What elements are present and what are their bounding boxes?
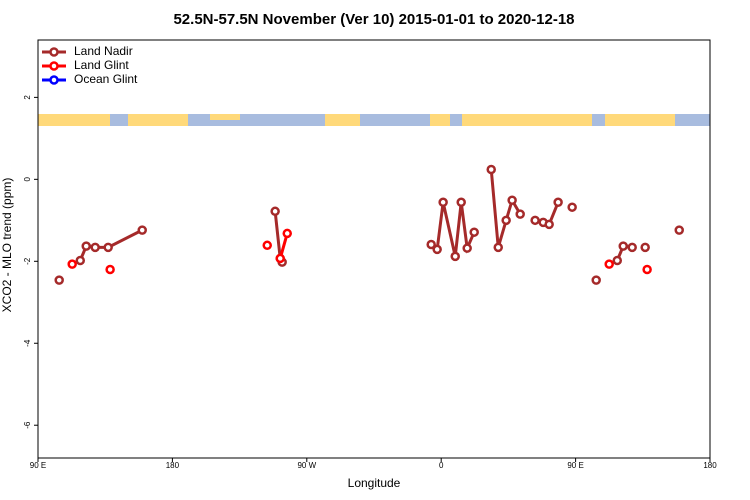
data-point — [275, 253, 285, 264]
data-point — [627, 242, 637, 253]
data-point — [67, 259, 77, 269]
data-point — [103, 242, 113, 253]
data-point — [262, 240, 272, 251]
data-point — [530, 215, 540, 226]
data-point — [462, 243, 472, 253]
data-point — [105, 264, 115, 275]
x-tick-label: 90 W — [297, 461, 316, 470]
data-point — [456, 197, 466, 208]
legend-label: Land Glint — [74, 58, 129, 72]
data-point — [270, 206, 280, 217]
chart-title: 52.5N-57.5N November (Ver 10) 2015-01-01… — [173, 11, 574, 28]
data-point — [591, 275, 601, 285]
map-strip — [38, 114, 710, 126]
plot-frame — [37, 39, 711, 459]
legend-label: Ocean Glint — [74, 72, 138, 86]
y-tick-label: -2 — [23, 257, 32, 265]
legend-marker — [49, 47, 59, 57]
data-point — [432, 244, 442, 255]
data-point — [604, 259, 614, 269]
data-point — [282, 228, 292, 239]
y-tick-label: -4 — [23, 339, 32, 347]
data-point — [640, 242, 650, 253]
y-tick-label: -6 — [23, 421, 32, 429]
y-axis-label: XCO2 - MLO trend (ppm) — [0, 178, 14, 313]
data-point — [515, 209, 525, 219]
data-point — [674, 225, 684, 235]
legend-marker — [49, 61, 59, 71]
data-point — [618, 241, 628, 251]
data-point — [54, 275, 64, 285]
legend-label: Land Nadir — [74, 44, 133, 58]
data-point — [553, 197, 563, 208]
data-point — [501, 215, 511, 226]
y-tick-label: 2 — [23, 95, 32, 100]
data-point — [612, 255, 623, 266]
data-point — [137, 225, 147, 235]
x-axis-label: Longitude — [348, 476, 401, 490]
data-point — [469, 227, 479, 237]
data-point — [544, 219, 554, 230]
data-point — [426, 239, 436, 250]
legend-marker — [49, 75, 59, 85]
data-point — [507, 195, 517, 205]
data-point — [75, 255, 86, 266]
x-tick-label: 180 — [166, 461, 180, 470]
data-point — [90, 242, 100, 253]
x-tick-label: 0 — [439, 461, 444, 470]
data-point — [438, 197, 448, 208]
data-point — [486, 164, 496, 175]
data-point — [493, 242, 503, 253]
data-point — [642, 264, 652, 275]
data-point — [567, 202, 577, 212]
data-point — [81, 241, 91, 251]
data-point — [450, 251, 460, 262]
x-tick-label: 180 — [703, 461, 717, 470]
x-tick-label: 90 E — [30, 461, 46, 470]
x-tick-label: 90 E — [567, 461, 583, 470]
y-tick-label: 0 — [23, 177, 32, 182]
series-line — [489, 169, 522, 248]
